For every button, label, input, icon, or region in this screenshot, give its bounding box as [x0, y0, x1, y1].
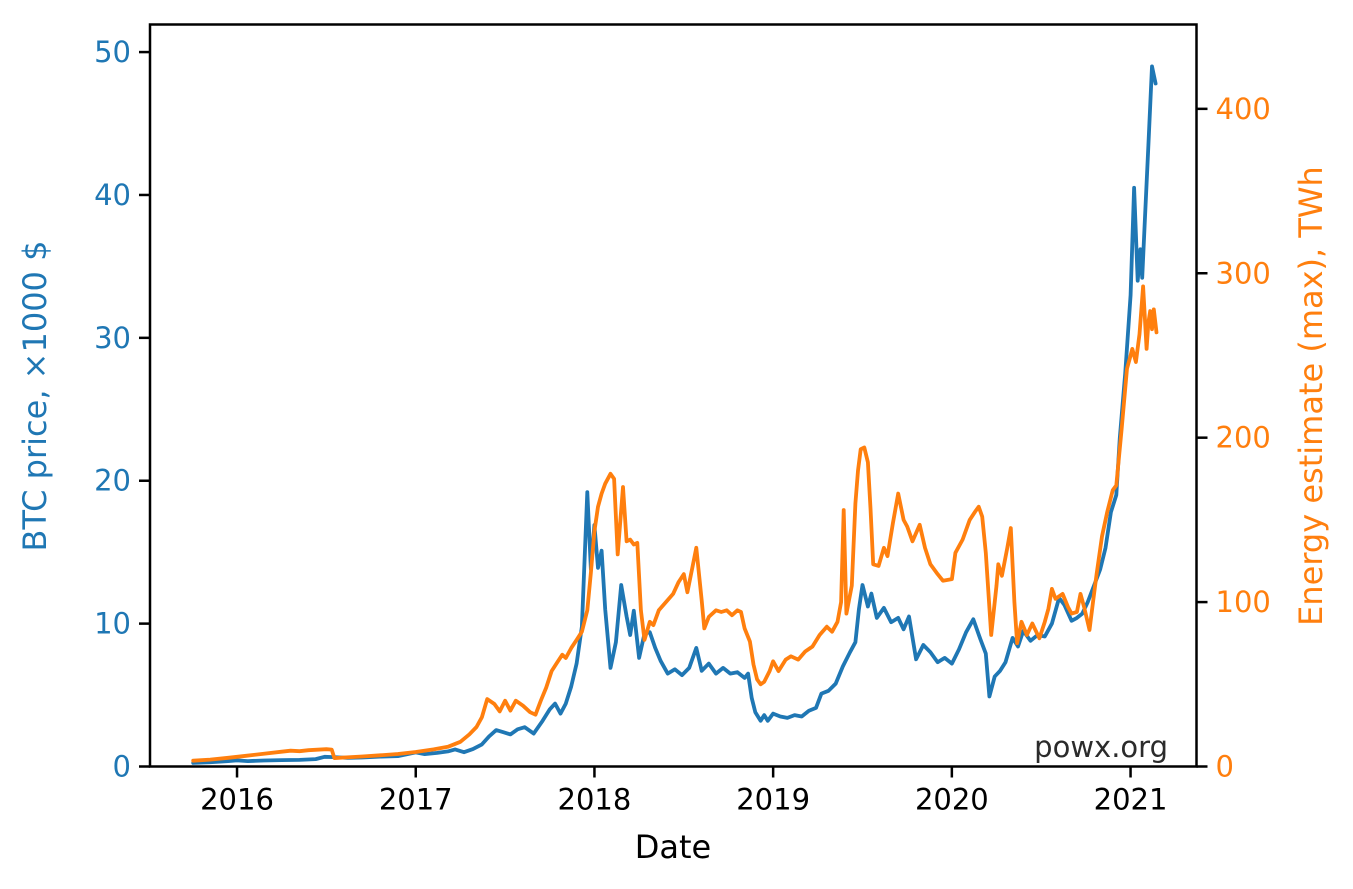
axes-tick-labels: 2016 2017 2018 2019 2020 2021 0 10 20 30 40 50 0 100 2… — [94, 35, 1271, 816]
x-tick-label: 2021 — [1094, 783, 1168, 817]
y-left-axis-label: BTC price, ×1000 $ — [16, 241, 54, 552]
x-tick-label: 2019 — [736, 783, 810, 817]
y-left-tick-label: 30 — [94, 321, 131, 355]
y-left-tick-label: 0 — [113, 750, 131, 784]
y-left-tick-label: 10 — [94, 607, 131, 641]
y-right-tick-label: 0 — [1216, 750, 1234, 784]
y-left-tick-label: 20 — [94, 464, 131, 498]
y-right-axis-label: Energy estimate (max), TWh — [1292, 166, 1330, 626]
y-right-tick-label: 200 — [1216, 421, 1271, 455]
y-left-tick-label: 50 — [94, 35, 131, 69]
plot-border — [148, 23, 1198, 768]
x-axis-label: Date — [635, 828, 711, 866]
y-right-tick-label: 100 — [1216, 585, 1271, 619]
x-tick-label: 2018 — [558, 783, 632, 817]
axes-spines — [148, 23, 1198, 768]
x-tick-label: 2016 — [200, 783, 274, 817]
plot-series-group — [191, 64, 1159, 765]
x-tick-label: 2017 — [379, 783, 453, 817]
series-line-btc-price — [191, 64, 1158, 765]
y-right-tick-label: 300 — [1216, 256, 1271, 290]
axes-ticks — [139, 50, 1208, 778]
watermark-text: powx.org — [1034, 730, 1168, 764]
series-line-energy-estimate — [191, 284, 1159, 763]
y-right-tick-label: 400 — [1216, 92, 1271, 126]
y-left-tick-label: 40 — [94, 178, 131, 212]
x-tick-label: 2020 — [915, 783, 989, 817]
